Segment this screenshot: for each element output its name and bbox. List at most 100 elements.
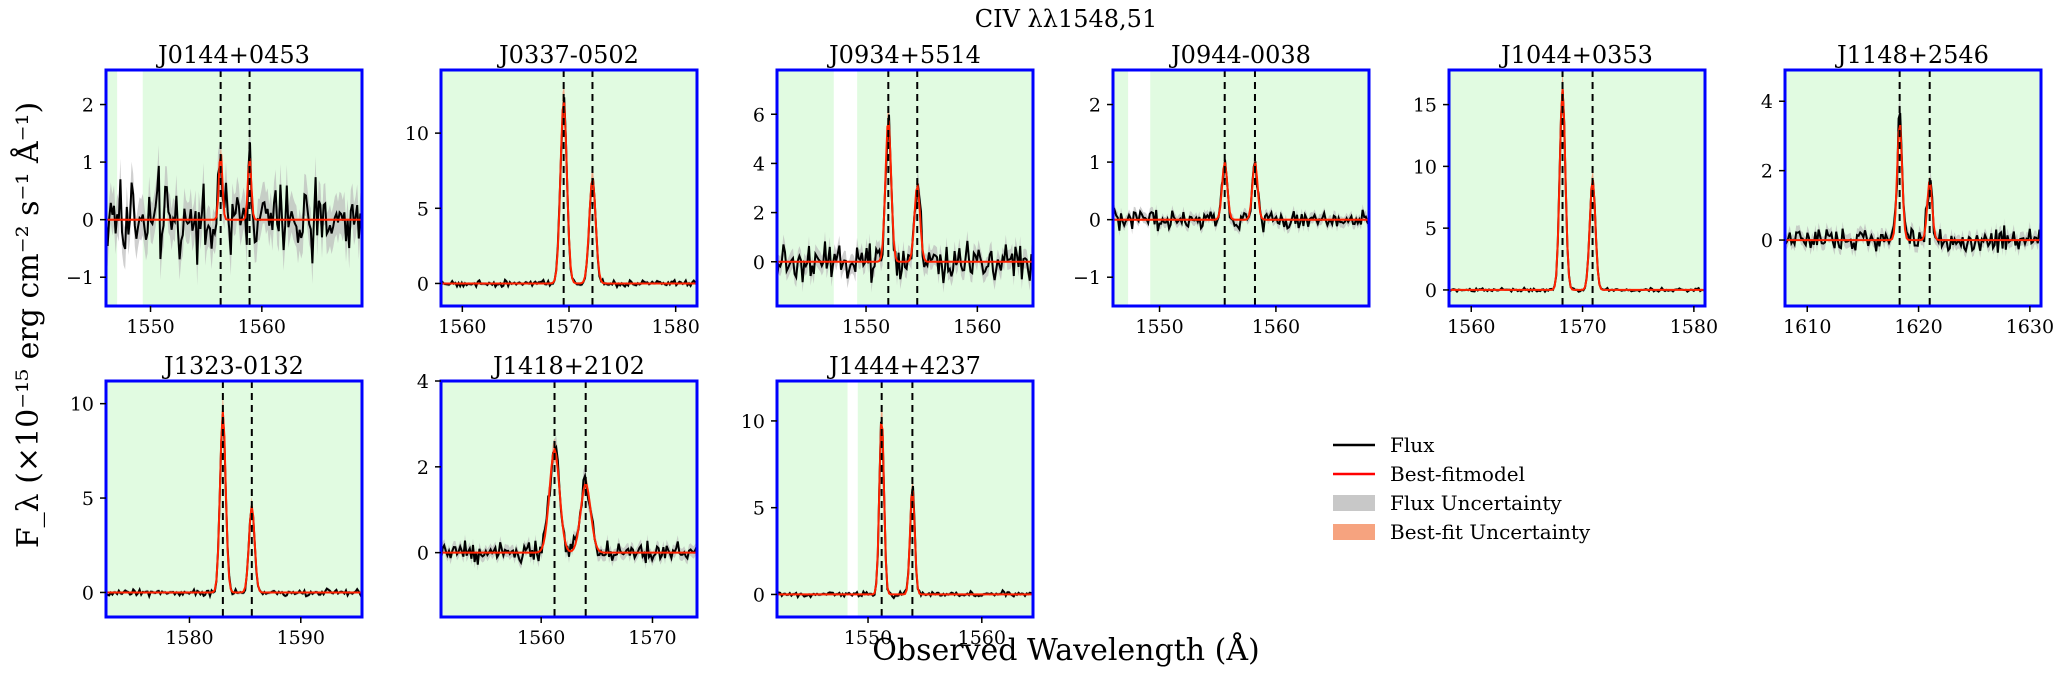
excluded-region <box>847 381 858 617</box>
x-tick-label: 1570 <box>1558 316 1606 338</box>
y-tick-label: 10 <box>70 394 94 416</box>
fit-region-shade <box>106 381 362 617</box>
spectrum-panel: 1550 1560 −1 0 1 2 J0144+0453 <box>66 41 364 338</box>
y-tick-label: 1 <box>1089 152 1101 174</box>
x-tick-label: 1550 <box>1135 316 1183 338</box>
figure-suptitle: CIV λλ1548,51 <box>975 5 1157 33</box>
axes-frame <box>104 68 364 308</box>
spectrum-panel: 1550 1560 0 5 10 J1444+4237 <box>741 352 1035 649</box>
fit-region-shade <box>1113 70 1369 306</box>
legend-entry: Best-fit Uncertainty <box>1333 520 1591 544</box>
legend-entry: Flux <box>1333 433 1435 457</box>
flux-line <box>441 444 697 566</box>
legend: Flux Best-fitmodel Flux Uncertainty Best-fi… <box>1333 433 1591 544</box>
y-tick-label: 5 <box>417 198 429 220</box>
x-tick-label: 1550 <box>842 316 890 338</box>
y-tick-label: 1 <box>82 152 94 174</box>
x-tick-label: 1560 <box>238 316 286 338</box>
y-tick-label: 0 <box>1761 230 1773 252</box>
figure-xlabel: Observed Wavelength (Å) <box>872 632 1259 668</box>
spectrum-panel: 1580 1590 0 5 10 J1323-0132 <box>70 352 364 649</box>
y-tick-label: 4 <box>417 371 429 393</box>
y-tick-label: 5 <box>82 488 94 510</box>
x-tick-label: 1580 <box>651 316 699 338</box>
axes-frame <box>775 68 1035 308</box>
flux-line <box>1785 112 2041 254</box>
flux-line <box>1113 159 1369 233</box>
legend-patch-swatch <box>1333 495 1375 511</box>
y-tick-label: −1 <box>66 267 94 289</box>
panel-title: J0144+0453 <box>155 41 310 69</box>
x-tick-label: 1570 <box>545 316 593 338</box>
fit-region-shade <box>441 381 697 617</box>
axes-frame <box>1447 68 1707 308</box>
excluded-region <box>1128 70 1151 306</box>
legend-entry: Best-fitmodel <box>1333 462 1525 486</box>
spectrum-panel: 1560 1570 1580 0 5 10 15 J1044+0353 <box>1413 41 1718 338</box>
x-tick-label: 1620 <box>1894 316 1942 338</box>
x-tick-label: 1560 <box>438 316 486 338</box>
x-tick-label: 1580 <box>165 627 213 649</box>
panel-title: J1044+0353 <box>1498 41 1653 69</box>
y-tick-label: 0 <box>753 252 765 274</box>
legend-label: Best-fit Uncertainty <box>1390 520 1591 544</box>
x-tick-label: 1580 <box>1670 316 1718 338</box>
y-tick-label: 4 <box>1761 91 1773 113</box>
flux-line <box>777 114 1033 284</box>
axes-frame <box>1111 68 1371 308</box>
fit-region-shade <box>1449 70 1705 306</box>
figure-ylabel: F_λ (×10⁻¹⁵ erg cm⁻² s⁻¹ Å⁻¹) <box>10 102 46 548</box>
bestfit-model-line <box>1785 124 2041 242</box>
x-tick-label: 1590 <box>277 627 325 649</box>
y-tick-label: 10 <box>1413 156 1437 178</box>
y-tick-label: 2 <box>1089 95 1101 117</box>
legend-label: Flux <box>1390 433 1435 457</box>
panel-title: J0337-0502 <box>496 41 639 69</box>
spectrum-panel: 1560 1570 0 2 4 J1418+2102 <box>417 352 699 649</box>
bestfit-model-line <box>1449 88 1705 291</box>
y-tick-label: −1 <box>1073 267 1101 289</box>
fit-region-shade <box>777 381 1033 617</box>
y-tick-label: 5 <box>1425 218 1437 240</box>
flux-line <box>106 142 362 265</box>
y-tick-label: 0 <box>82 210 94 232</box>
bestfit-model-line <box>777 120 1033 263</box>
bestfit-model-line <box>106 411 362 594</box>
x-tick-label: 1560 <box>958 627 1006 649</box>
y-tick-label: 0 <box>82 582 94 604</box>
y-tick-label: 0 <box>753 584 765 606</box>
spectrum-panel: 1550 1560 −1 0 1 2 J0944-0038 <box>1073 41 1371 338</box>
fit-region-shade <box>441 70 697 306</box>
fit-region-shade <box>1785 70 2041 306</box>
y-tick-label: 2 <box>753 203 765 225</box>
spectrum-panel: 1610 1620 1630 0 2 4 J1148+2546 <box>1761 41 2054 338</box>
legend-patch-swatch <box>1333 524 1375 540</box>
panel-title: J0934+5514 <box>826 41 981 69</box>
bestfit-model-line <box>106 154 362 221</box>
y-tick-label: 0 <box>1089 210 1101 232</box>
x-tick-label: 1560 <box>1252 316 1300 338</box>
panel-title: J1418+2102 <box>490 352 645 380</box>
y-tick-label: 5 <box>753 498 765 520</box>
x-tick-label: 1560 <box>1447 316 1495 338</box>
bestfit-model-line <box>777 423 1033 596</box>
flux-uncertainty-band <box>106 118 362 286</box>
bestfit-model-line <box>441 102 697 285</box>
bestfit-model-line <box>1113 162 1369 221</box>
x-tick-label: 1550 <box>844 627 892 649</box>
x-tick-label: 1570 <box>628 627 676 649</box>
x-tick-label: 1550 <box>126 316 174 338</box>
y-tick-label: 4 <box>753 153 765 175</box>
x-tick-label: 1610 <box>1783 316 1831 338</box>
bestfit-model-line <box>441 446 697 554</box>
spectrum-panel: 1550 1560 0 2 4 6 J0934+5514 <box>753 41 1035 338</box>
x-tick-label: 1560 <box>517 627 565 649</box>
y-tick-label: 2 <box>1761 161 1773 183</box>
legend-label: Flux Uncertainty <box>1390 491 1562 515</box>
panel-title: J0944-0038 <box>1168 41 1311 69</box>
axes-frame <box>775 379 1035 619</box>
y-tick-label: 2 <box>417 457 429 479</box>
x-tick-label: 1560 <box>953 316 1001 338</box>
